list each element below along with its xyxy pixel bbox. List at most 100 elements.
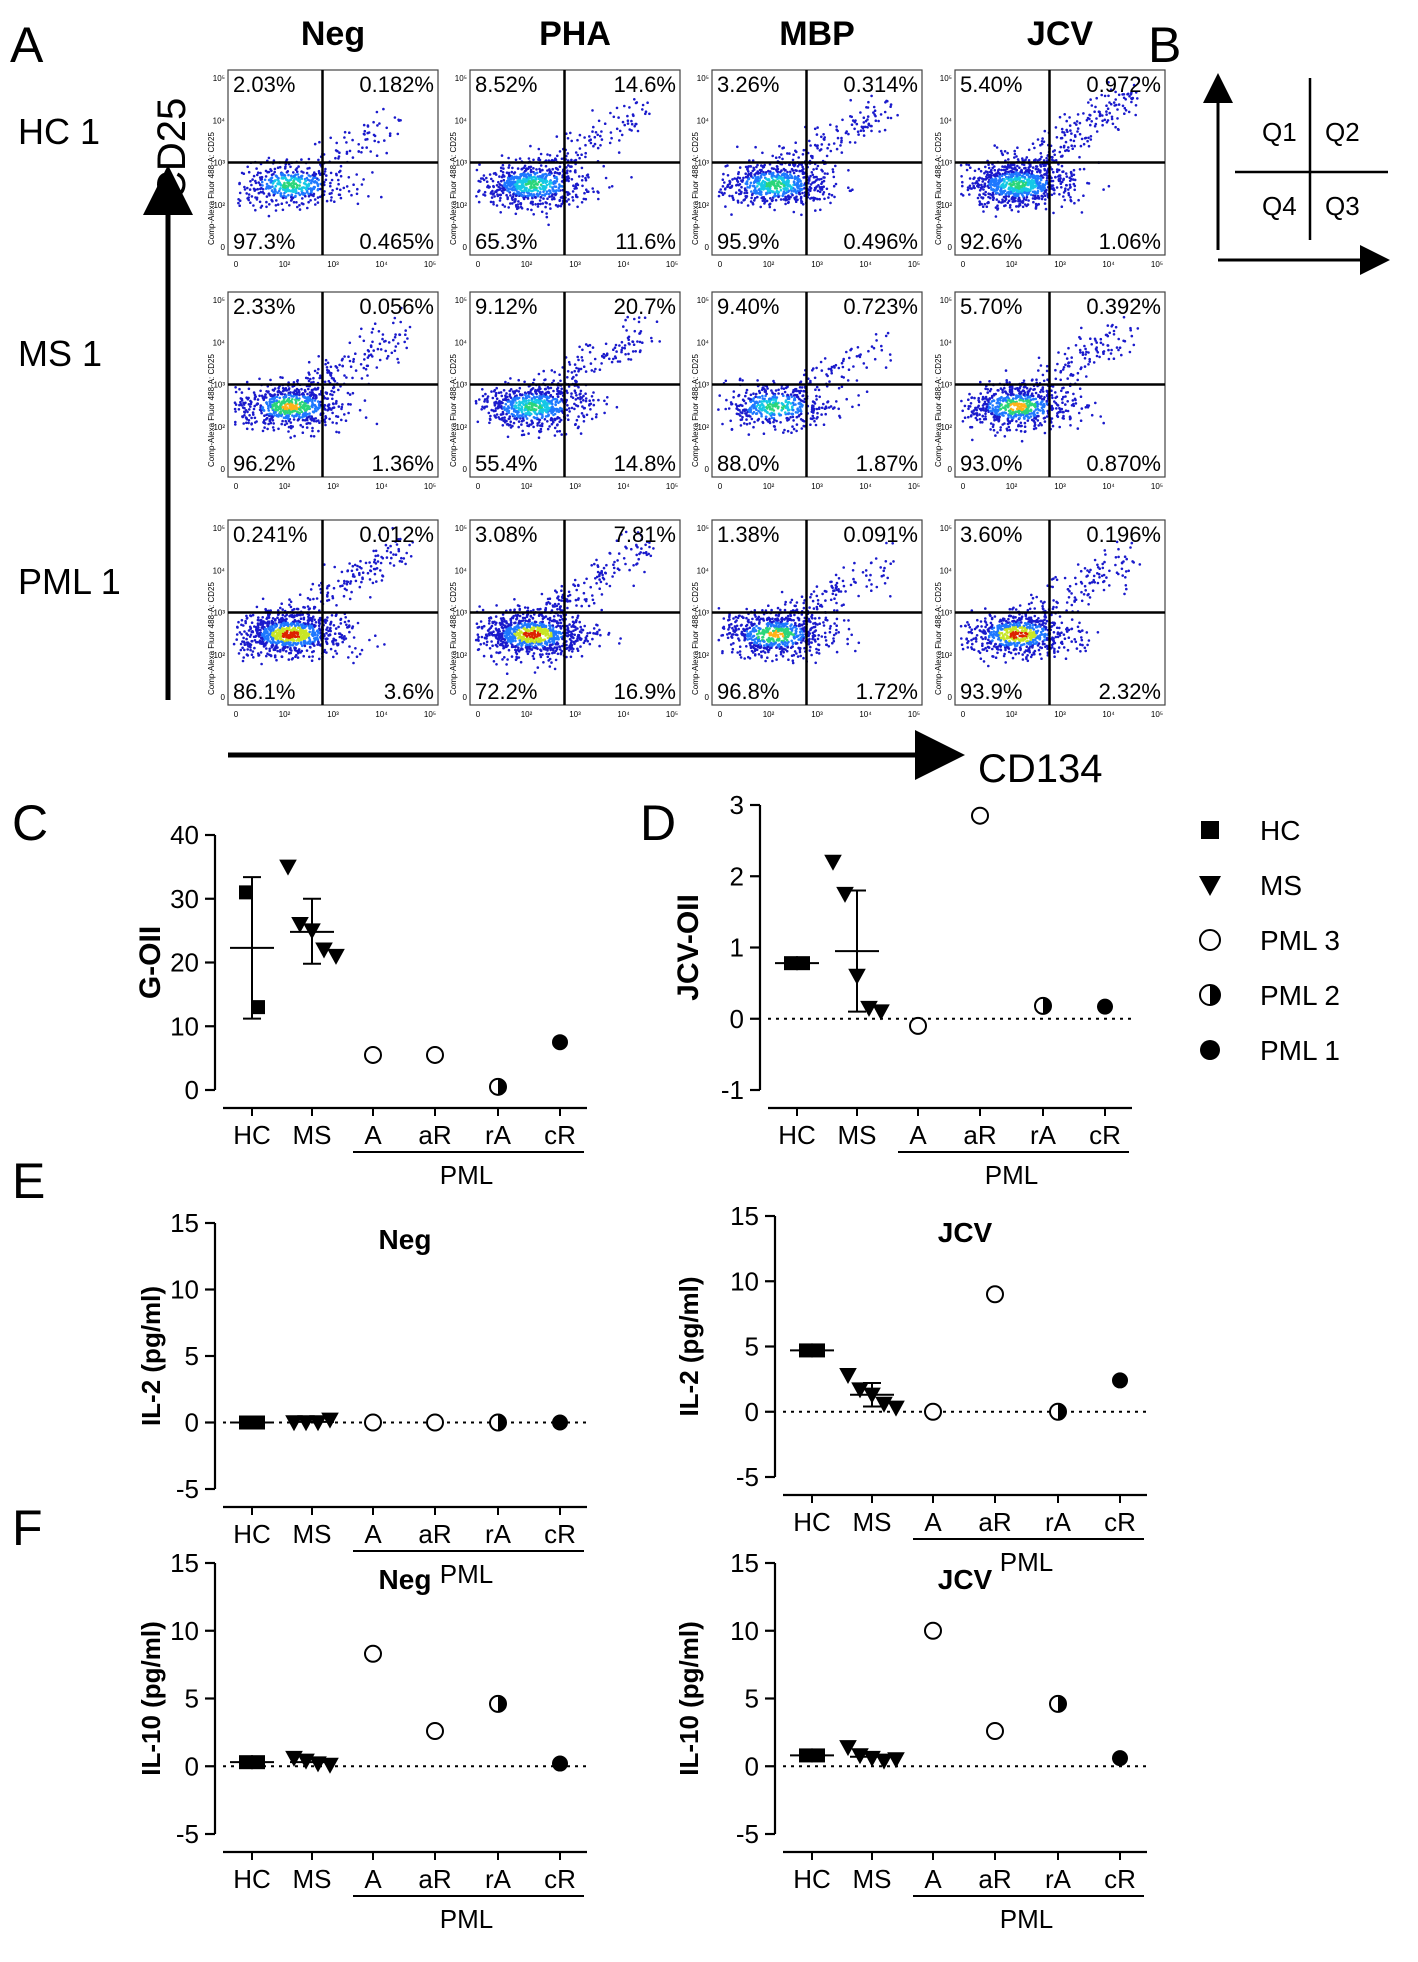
flow-event bbox=[250, 423, 253, 426]
flow-event bbox=[1018, 203, 1022, 207]
flow-event bbox=[1006, 151, 1009, 155]
flow-event bbox=[648, 112, 651, 116]
flow-event bbox=[494, 171, 497, 175]
flow-plot-ms-1-neg: 2.33% 0.056%96.2% 1.36%0010²10²10³10³10⁴10… bbox=[207, 291, 439, 491]
flow-event bbox=[638, 340, 642, 344]
flow-event bbox=[1070, 177, 1073, 181]
flow-event bbox=[1106, 107, 1110, 110]
flow-event bbox=[373, 139, 377, 143]
flow-event bbox=[1043, 168, 1047, 172]
flow-event bbox=[879, 113, 883, 116]
flow-event bbox=[750, 190, 753, 193]
flow-event bbox=[258, 394, 261, 398]
flow-event bbox=[237, 198, 240, 201]
flow-event bbox=[584, 151, 587, 155]
flow-event bbox=[387, 341, 391, 344]
flow-event bbox=[1082, 112, 1085, 115]
flow-event bbox=[745, 418, 748, 421]
flow-event bbox=[275, 199, 278, 202]
flow-event bbox=[751, 169, 755, 173]
flow-event bbox=[818, 197, 821, 201]
flow-event bbox=[332, 390, 336, 394]
flow-event bbox=[1040, 197, 1044, 201]
flow-event bbox=[771, 154, 774, 158]
flow-event bbox=[558, 420, 561, 424]
flow-event bbox=[283, 423, 287, 427]
flow-event bbox=[1039, 187, 1042, 190]
flow-event bbox=[815, 133, 819, 136]
flow-event bbox=[323, 403, 327, 407]
flow-event bbox=[550, 194, 554, 197]
flow-event bbox=[299, 423, 303, 427]
flow-event bbox=[247, 196, 250, 199]
flow-event bbox=[558, 416, 561, 420]
flow-event bbox=[832, 175, 836, 179]
flow-event bbox=[573, 363, 577, 366]
flow-event bbox=[522, 177, 525, 181]
flow-event bbox=[756, 163, 759, 167]
flow-event bbox=[991, 195, 995, 199]
flow-event bbox=[578, 156, 581, 160]
flow-event bbox=[979, 186, 983, 190]
flow-event bbox=[723, 191, 726, 195]
flow-event bbox=[545, 183, 549, 187]
flow-event bbox=[378, 122, 381, 125]
flow-event bbox=[278, 404, 282, 408]
flow-event bbox=[538, 385, 541, 389]
flow-event bbox=[589, 141, 593, 145]
flow-event bbox=[267, 192, 271, 195]
flow-event bbox=[775, 419, 778, 423]
flow-event bbox=[377, 330, 381, 333]
flow-event bbox=[626, 114, 629, 118]
flow-event bbox=[567, 198, 570, 201]
flow-event bbox=[556, 423, 559, 426]
flow-event bbox=[504, 402, 508, 406]
flow-event bbox=[519, 180, 522, 184]
flow-event bbox=[794, 169, 797, 172]
flow-event bbox=[524, 175, 528, 178]
flow-event bbox=[1003, 171, 1007, 175]
flow-event bbox=[291, 190, 295, 193]
flow-event bbox=[492, 185, 496, 189]
flow-event bbox=[603, 399, 606, 403]
flow-event bbox=[996, 181, 1000, 185]
flow-event bbox=[574, 423, 577, 427]
flow-event bbox=[542, 190, 545, 194]
flow-event bbox=[332, 377, 335, 380]
flow-event bbox=[506, 181, 509, 185]
flow-event bbox=[509, 194, 512, 197]
flow-event bbox=[624, 318, 627, 322]
flow-event bbox=[626, 122, 630, 125]
flow-event bbox=[299, 406, 303, 409]
flow-event bbox=[1053, 149, 1056, 152]
flow-event bbox=[584, 370, 588, 373]
flow-event bbox=[240, 171, 244, 175]
flow-event bbox=[809, 144, 812, 147]
flow-event bbox=[1105, 121, 1109, 124]
flow-event bbox=[547, 173, 551, 176]
flow-event bbox=[787, 200, 790, 204]
flow-event bbox=[546, 390, 550, 394]
flow-event bbox=[541, 422, 544, 426]
flow-event bbox=[1070, 172, 1073, 176]
flow-event bbox=[1082, 142, 1086, 146]
quadrant-q1-value: 8.52% bbox=[475, 72, 537, 97]
flow-event bbox=[256, 187, 260, 191]
flow-event bbox=[794, 190, 798, 194]
flow-event bbox=[264, 187, 268, 190]
flow-event bbox=[984, 193, 987, 197]
flow-event bbox=[987, 163, 990, 166]
flow-event bbox=[548, 189, 551, 192]
flow-event bbox=[526, 208, 529, 211]
flow-event bbox=[262, 408, 265, 412]
flow-y-tick: 10⁵ bbox=[697, 74, 709, 83]
flow-event bbox=[500, 413, 504, 416]
flow-event bbox=[512, 414, 515, 417]
flow-event bbox=[482, 178, 486, 182]
flow-event bbox=[508, 415, 512, 418]
flow-event bbox=[600, 362, 603, 365]
flow-event bbox=[284, 419, 288, 423]
flow-event bbox=[1105, 110, 1108, 113]
flow-event bbox=[279, 192, 283, 195]
flow-event bbox=[255, 167, 258, 170]
